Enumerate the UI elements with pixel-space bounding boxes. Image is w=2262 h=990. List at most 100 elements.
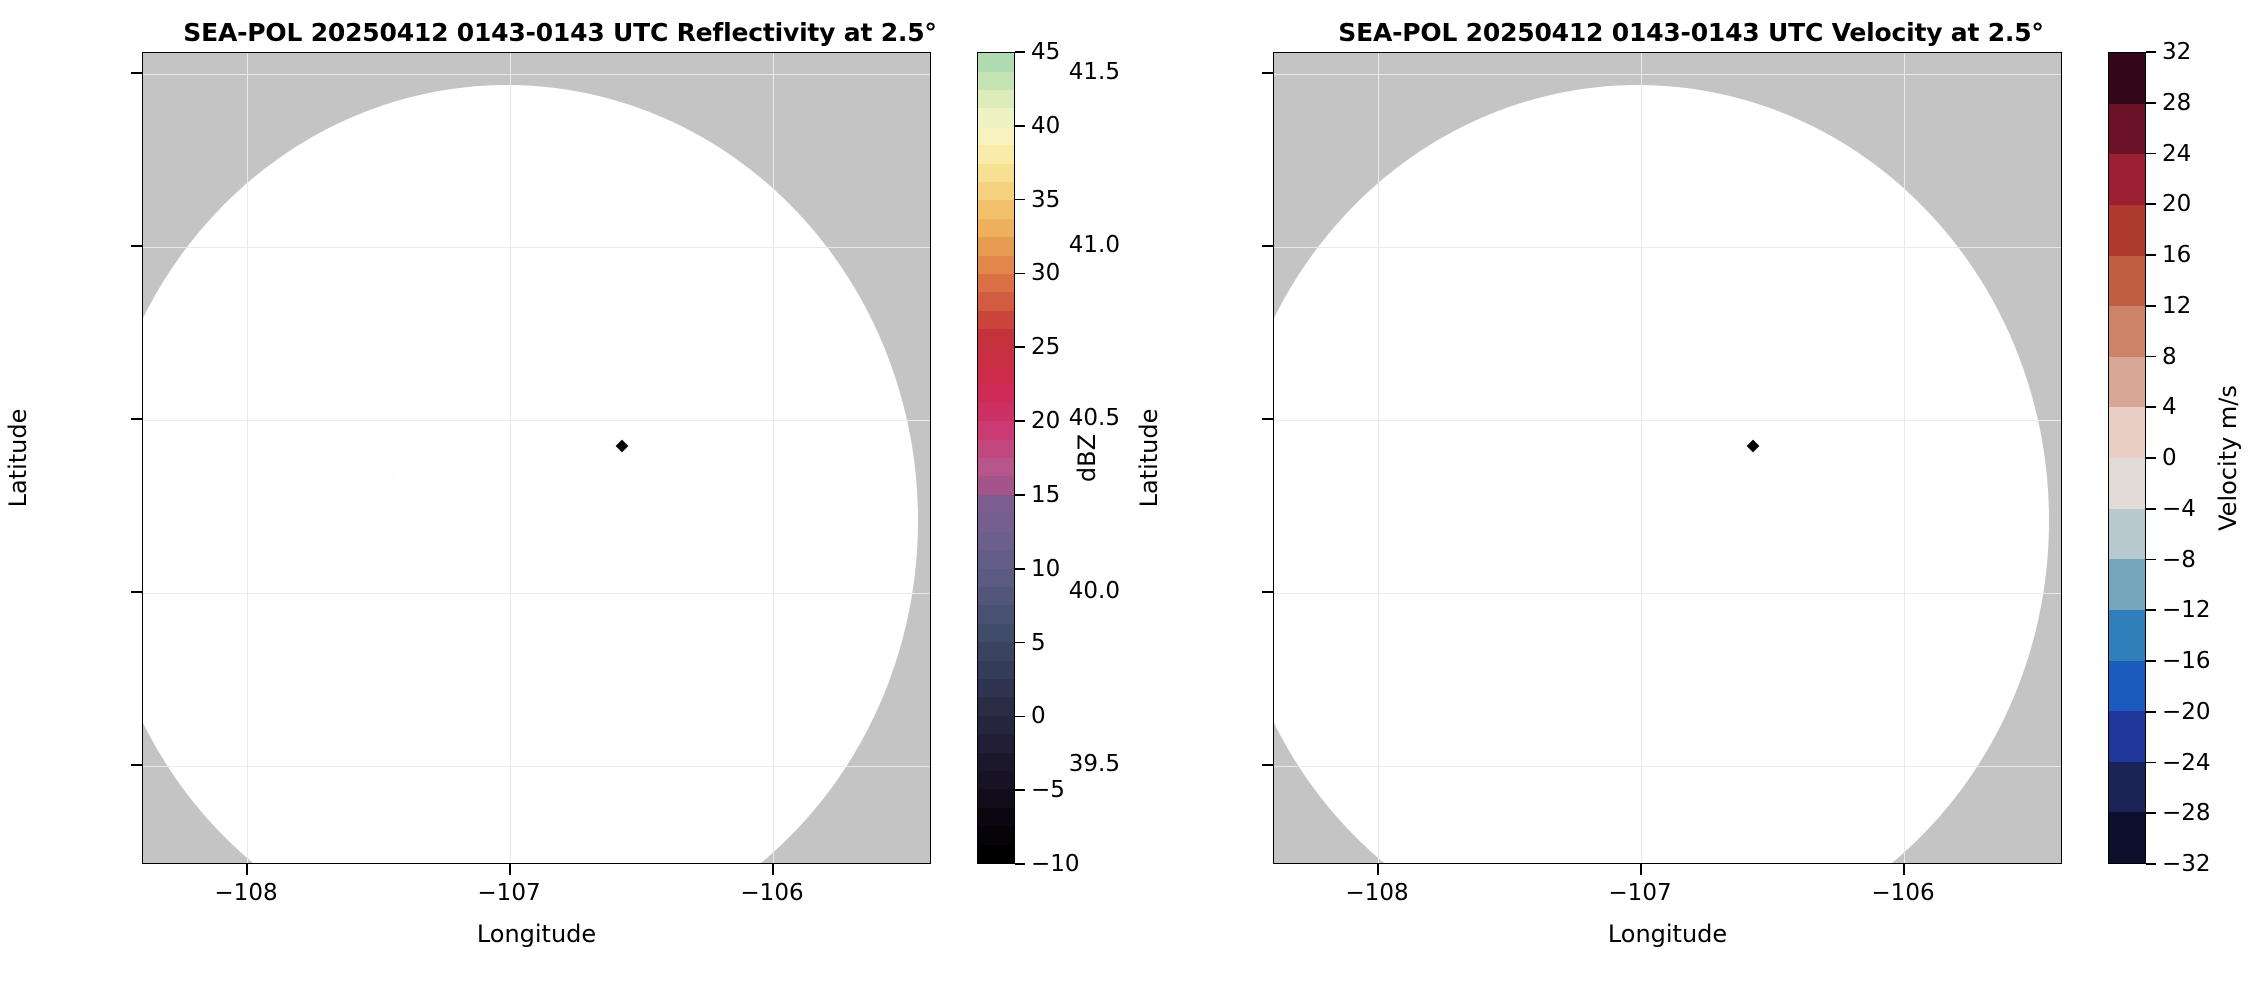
reflectivity-colorbar-swatch-25 (978, 384, 1014, 403)
gridline-lat-40.5 (143, 420, 930, 422)
velocity-colorbar-tick-label-16: 16 (2162, 242, 2192, 268)
ytick-40.0 (131, 591, 142, 593)
velocity-colorbar-tick--32 (2146, 863, 2156, 865)
reflectivity-colorbar-swatch-0 (978, 844, 1014, 863)
ytick-40.0 (1262, 591, 1273, 593)
velocity-colorbar-tick-label-20: 20 (2162, 191, 2192, 218)
velocity-colorbar-swatch-6 (2109, 508, 2145, 560)
velocity-colorbar-swatch-1 (2109, 761, 2145, 813)
velocity-colorbar-tick-label-24: 24 (2162, 140, 2192, 167)
velocity-colorbar-tick-28 (2146, 101, 2156, 104)
ytick-40.5 (1262, 418, 1273, 420)
gridline-lat-41.5 (143, 74, 930, 76)
gridline-lat-40.0 (1274, 593, 2061, 595)
reflectivity-colorbar-swatch-37 (978, 163, 1014, 182)
ytick-39.5 (1262, 764, 1273, 766)
xtick-label--107: −107 (477, 880, 541, 906)
xtick-label--108: −108 (214, 880, 278, 906)
velocity-colorbar-swatch-5 (2109, 559, 2145, 610)
velocity-colorbar-tick-12 (2146, 304, 2156, 307)
reflectivity-colorbar-swatch-33 (978, 237, 1014, 256)
reflectivity-colorbar-tick-label-35: 35 (1031, 186, 1061, 213)
reflectivity-colorbar-tick-20 (1015, 420, 1025, 422)
reflectivity-colorbar-swatch-8 (978, 697, 1014, 716)
velocity-colorbar-swatch-0 (2109, 812, 2145, 863)
velocity-colorbar-swatch-13 (2109, 154, 2145, 205)
velocity-colorbar-tick-label--4: −4 (2162, 495, 2196, 522)
gridline-lat-39.5 (143, 766, 930, 768)
reflectivity-colorbar-swatch-43 (978, 53, 1014, 72)
x-axis-title: Longitude (1607, 920, 1728, 948)
xtick--106 (772, 864, 774, 875)
reflectivity-colorbar (977, 52, 1015, 864)
xtick--107 (509, 864, 511, 875)
gridline-lon--108 (1378, 53, 1380, 863)
reflectivity-colorbar-swatch-29 (978, 310, 1014, 330)
radar-coverage-circle (1274, 85, 2050, 863)
reflectivity-colorbar-tick-10 (1015, 567, 1025, 570)
xtick--107 (1640, 864, 1642, 875)
reflectivity-colorbar-swatch-39 (978, 126, 1014, 146)
xtick--108 (1377, 864, 1379, 875)
reflectivity-plot-area (142, 52, 931, 864)
reflectivity-colorbar-swatch-1 (978, 826, 1014, 845)
velocity-colorbar-swatch-8 (2109, 407, 2145, 458)
velocity-colorbar-tick-label-8: 8 (2162, 343, 2177, 370)
reflectivity-colorbar-tick-label-20: 20 (1031, 408, 1061, 435)
y-axis-title: Latitude (4, 408, 32, 508)
reflectivity-colorbar-swatch-41 (978, 89, 1014, 109)
reflectivity-colorbar-swatch-40 (978, 108, 1014, 127)
y-axis-title: Latitude (1135, 408, 1163, 508)
xtick-label--108: −108 (1345, 880, 1409, 906)
xtick--106 (1903, 864, 1905, 875)
reflectivity-colorbar-swatch-31 (978, 274, 1014, 293)
reflectivity-colorbar-tick-label--5: −5 (1031, 777, 1065, 804)
reflectivity-colorbar-tick--5 (1015, 789, 1025, 791)
velocity-colorbar-swatch-11 (2109, 255, 2145, 307)
velocity-colorbar-swatch-2 (2109, 711, 2145, 762)
reflectivity-colorbar-swatch-13 (978, 605, 1014, 624)
ytick-label-40.5: 40.5 (1068, 405, 1120, 431)
ytick-41.5 (131, 72, 142, 74)
velocity-colorbar-tick--28 (2146, 812, 2156, 815)
reflectivity-colorbar-swatch-30 (978, 292, 1014, 311)
ytick-label-41.0: 41.0 (1068, 232, 1120, 258)
velocity-colorbar-tick-label-0: 0 (2162, 445, 2177, 471)
velocity-colorbar-swatch-7 (2109, 458, 2145, 509)
velocity-colorbar-tick-label-12: 12 (2162, 292, 2192, 319)
reflectivity-colorbar-tick-label-40: 40 (1031, 112, 1061, 139)
velocity-colorbar-tick-16 (2146, 254, 2156, 256)
ytick-41.0 (1262, 245, 1273, 247)
reflectivity-colorbar-swatch-19 (978, 494, 1014, 514)
velocity-colorbar-tick-4 (2146, 406, 2156, 409)
gridline-lon--106 (773, 53, 775, 863)
velocity-colorbar-tick-8 (2146, 355, 2156, 358)
reflectivity-colorbar-swatch-21 (978, 458, 1014, 477)
velocity-panel: SEA-POL 20250412 0143-0143 UTC Velocity … (1069, 0, 2262, 990)
reflectivity-colorbar-swatch-6 (978, 734, 1014, 753)
velocity-colorbar-tick-label-4: 4 (2162, 394, 2177, 421)
reflectivity-colorbar-swatch-3 (978, 789, 1014, 808)
xtick-label--106: −106 (740, 880, 804, 906)
gridline-lat-41.0 (143, 247, 930, 249)
velocity-colorbar-tick-label--20: −20 (2162, 698, 2211, 725)
velocity-colorbar-swatch-4 (2109, 609, 2145, 661)
gridline-lat-39.5 (1274, 766, 2061, 768)
ytick-41.5 (1262, 72, 1273, 74)
velocity-colorbar-tick--8 (2146, 558, 2156, 561)
reflectivity-colorbar-swatch-9 (978, 678, 1014, 698)
velocity-colorbar-tick-24 (2146, 152, 2156, 155)
reflectivity-colorbar-swatch-38 (978, 145, 1014, 164)
reflectivity-colorbar-tick-45 (1015, 51, 1025, 53)
reflectivity-colorbar-swatch-27 (978, 347, 1014, 367)
gridline-lon--107 (1641, 53, 1643, 863)
velocity-colorbar-tick-label-32: 32 (2162, 39, 2192, 65)
reflectivity-colorbar-swatch-34 (978, 218, 1014, 238)
reflectivity-colorbar-tick-35 (1015, 198, 1025, 201)
reflectivity-colorbar-swatch-15 (978, 568, 1014, 587)
page-title: SEA-POL 20250412 0143-0143 UTC Reflectiv… (183, 18, 937, 47)
ytick-40.5 (131, 418, 142, 420)
gridline-lat-41.5 (1274, 74, 2061, 76)
reflectivity-colorbar-tick-label-30: 30 (1031, 260, 1061, 287)
